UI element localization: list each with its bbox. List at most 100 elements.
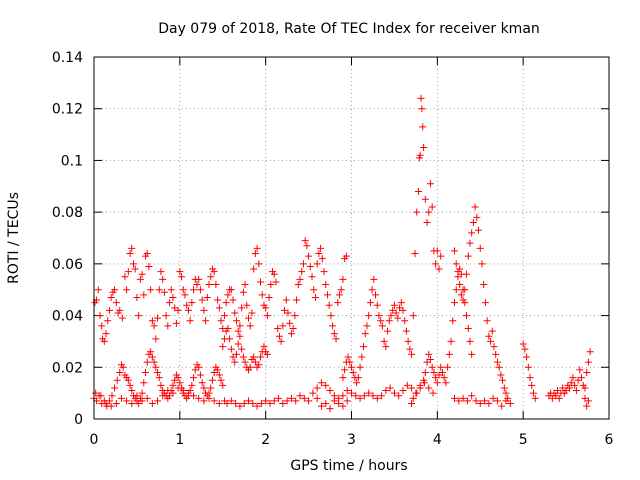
data-point	[198, 296, 206, 304]
data-point	[257, 399, 265, 407]
data-point	[174, 384, 182, 392]
data-point	[263, 350, 271, 358]
data-point	[569, 374, 577, 382]
data-point	[478, 260, 486, 268]
data-point	[190, 374, 198, 382]
data-point	[463, 270, 471, 278]
data-point	[442, 379, 450, 387]
data-point	[368, 286, 376, 294]
data-point	[378, 322, 386, 330]
data-point	[112, 399, 120, 407]
data-point	[131, 265, 139, 273]
data-point	[210, 268, 218, 276]
data-point	[498, 402, 506, 410]
data-point	[348, 389, 355, 397]
x-axis-title: GPS time / hours	[290, 458, 407, 474]
data-point	[251, 250, 259, 258]
data-point	[401, 317, 409, 325]
data-point	[322, 281, 330, 289]
data-point	[408, 399, 416, 407]
y-tick-label: 0.12	[52, 102, 83, 118]
data-point	[240, 399, 248, 407]
data-point	[343, 397, 351, 405]
data-point	[215, 304, 223, 312]
data-point	[451, 394, 458, 402]
data-point	[236, 332, 244, 340]
data-point	[315, 250, 323, 258]
data-point	[488, 327, 496, 335]
data-point	[123, 286, 131, 294]
data-point	[111, 286, 119, 294]
data-point	[253, 402, 261, 410]
data-point	[344, 353, 352, 361]
data-point	[493, 397, 501, 405]
data-point	[231, 358, 239, 366]
data-point	[207, 273, 215, 281]
data-point	[325, 301, 333, 309]
data-point	[282, 296, 290, 304]
data-point	[223, 399, 231, 407]
y-tick-label: 0.1	[61, 153, 83, 169]
data-point	[147, 286, 155, 294]
data-point	[586, 348, 594, 356]
data-point	[438, 368, 446, 376]
data-point	[257, 278, 265, 286]
plot-frame	[93, 56, 610, 420]
data-point	[472, 397, 480, 405]
data-point	[375, 312, 383, 320]
data-point	[188, 299, 196, 307]
data-point	[128, 387, 136, 395]
data-point	[198, 379, 206, 387]
data-point	[293, 296, 301, 304]
data-point	[506, 399, 514, 407]
y-tick-label: 0.02	[52, 360, 83, 376]
data-point	[102, 399, 110, 407]
data-point	[339, 402, 347, 410]
data-point	[475, 226, 483, 234]
data-point	[323, 291, 331, 299]
data-point	[329, 322, 337, 330]
data-point	[92, 389, 100, 397]
grid-lines	[94, 57, 609, 419]
data-point	[126, 250, 134, 258]
data-point	[116, 306, 124, 314]
data-point	[306, 262, 314, 270]
data-point	[360, 392, 368, 400]
data-point	[473, 213, 481, 221]
data-point	[138, 389, 146, 397]
data-point	[157, 381, 165, 389]
data-point	[468, 392, 476, 400]
data-point	[179, 286, 187, 294]
data-point	[372, 291, 380, 299]
data-point	[366, 299, 374, 307]
data-point	[452, 260, 460, 268]
y-tick-label: 0	[74, 412, 83, 428]
data-point	[451, 299, 458, 307]
data-point	[174, 306, 182, 314]
data-point	[140, 379, 148, 387]
data-point	[169, 293, 177, 301]
data-point	[384, 327, 392, 335]
data-point	[275, 332, 283, 340]
data-point	[232, 399, 240, 407]
data-point	[298, 268, 306, 276]
data-point	[459, 394, 467, 402]
data-point	[455, 397, 463, 405]
data-point	[219, 381, 227, 389]
data-point	[339, 275, 347, 283]
data-point	[387, 312, 395, 320]
data-point	[104, 317, 112, 325]
data-point	[249, 399, 257, 407]
data-point	[370, 275, 378, 283]
data-point	[361, 330, 369, 338]
data-point	[354, 374, 362, 382]
data-point	[485, 332, 493, 340]
data-point	[184, 389, 192, 397]
data-point	[317, 402, 325, 410]
data-point	[210, 397, 218, 405]
data-point	[500, 384, 508, 392]
data-point	[377, 317, 385, 325]
data-point	[266, 399, 274, 407]
data-point	[300, 394, 308, 402]
data-point	[138, 270, 146, 278]
